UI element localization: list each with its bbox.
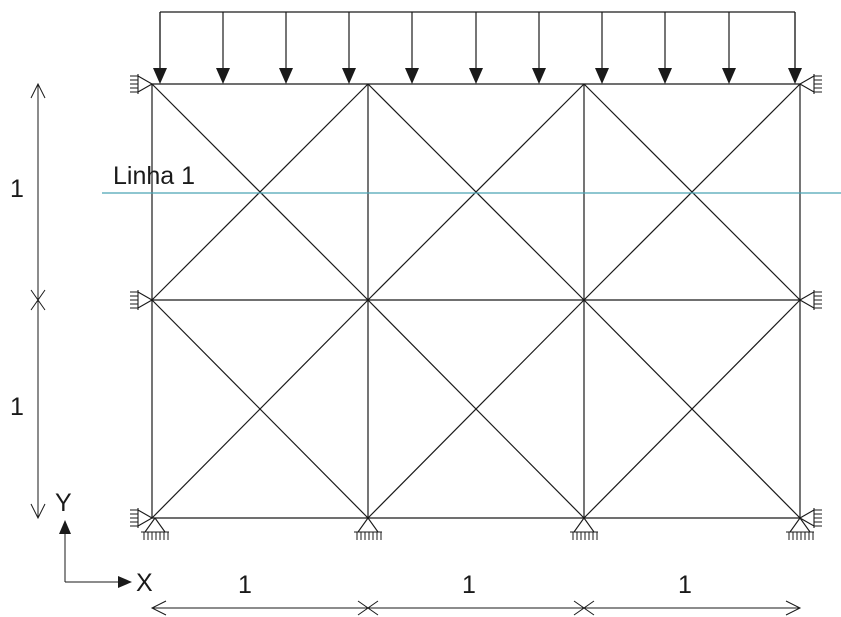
member-diagonal: [367, 83, 585, 301]
axis-y-arrow-icon: [59, 520, 71, 534]
roller-support-icon: [129, 507, 153, 529]
dimension-label-h1: 1: [238, 571, 252, 599]
left-supports: [129, 73, 153, 529]
right-supports: [799, 73, 823, 529]
load-arrow: [278, 11, 294, 85]
pin-support-icon: [353, 517, 383, 541]
roller-support-icon: [799, 73, 823, 95]
pin-support-icon: [569, 517, 599, 541]
dimension-arrowhead: [30, 82, 46, 99]
bottom-supports: [140, 517, 815, 541]
member-diagonal: [583, 83, 801, 301]
dimension-arrowhead: [30, 503, 46, 520]
load-arrow: [721, 11, 737, 85]
dimension-label-h3: 1: [678, 571, 692, 599]
section-line-label: Linha 1: [113, 162, 195, 190]
member-diagonal: [151, 299, 369, 519]
dimension-tick: [30, 289, 46, 311]
load-arrow: [152, 11, 168, 85]
pin-support-icon: [785, 517, 815, 541]
roller-support-icon: [129, 289, 153, 311]
member-diagonal: [151, 83, 369, 301]
dimension-tick: [357, 600, 379, 616]
load-arrow: [594, 11, 610, 85]
dimension-arrowhead: [150, 600, 167, 616]
load-arrow: [215, 11, 231, 85]
horizontal-dimensions: 1 1 1: [150, 571, 802, 616]
load-arrow: [341, 11, 357, 85]
vertical-dimensions: 1 1: [10, 82, 46, 520]
axis-x-arrow-icon: [118, 576, 132, 588]
load-arrow: [787, 11, 803, 85]
truss-frame: [151, 83, 801, 519]
dimension-label-top: 1: [10, 175, 24, 203]
dimension-label-bottom: 1: [10, 393, 24, 421]
roller-support-icon: [799, 507, 823, 529]
roller-support-icon: [799, 289, 823, 311]
axis-y-label: Y: [55, 489, 72, 517]
dimension-arrowhead: [785, 600, 802, 616]
roller-support-icon: [129, 73, 153, 95]
dimension-tick: [573, 600, 595, 616]
member-diagonal: [583, 299, 801, 519]
member-diagonal: [367, 299, 585, 519]
coordinate-axes: Y X: [55, 489, 153, 597]
load-arrow: [531, 11, 547, 85]
load-arrow: [657, 11, 673, 85]
dimension-label-h2: 1: [462, 571, 476, 599]
distributed-load: [152, 11, 803, 85]
axis-x-label: X: [136, 569, 153, 597]
load-arrow: [468, 11, 484, 85]
load-arrow: [404, 11, 420, 85]
